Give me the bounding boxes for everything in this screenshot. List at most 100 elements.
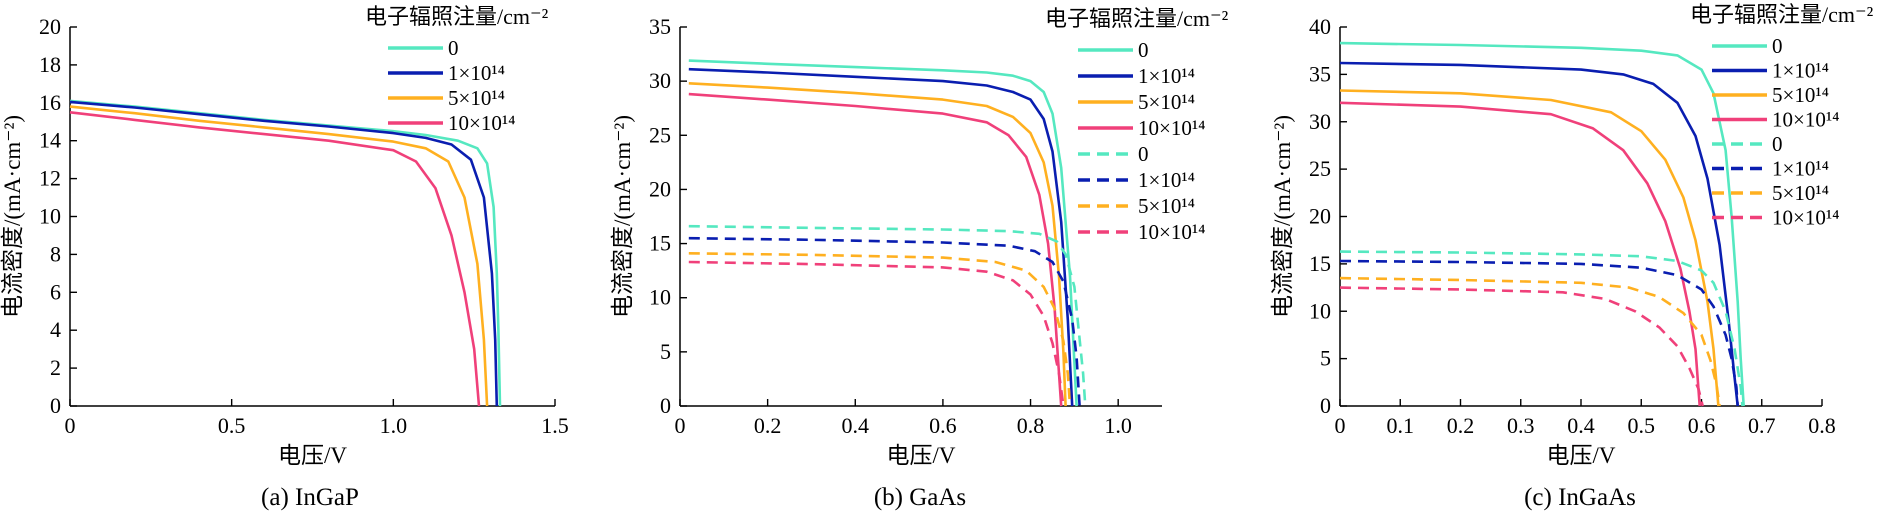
series-line-3 [1339, 101, 1701, 407]
legend-label: 1×10¹⁴ [1138, 168, 1195, 192]
y-tick-label: 30 [1309, 109, 1331, 134]
x-tick-label: 0.6 [929, 413, 957, 438]
x-tick-label: 0.2 [1447, 413, 1475, 438]
legend-label: 10×10¹⁴ [448, 111, 515, 135]
series-line-6 [1339, 276, 1721, 407]
x-tick-label: 0.2 [754, 413, 782, 438]
legend-label: 5×10¹⁴ [1138, 194, 1195, 218]
y-tick-label: 0 [660, 393, 671, 418]
x-tick-label: 0.8 [1017, 413, 1045, 438]
x-tick-label: 0.7 [1748, 413, 1776, 438]
y-axis-label: 电流密度/(mA·cm⁻²) [1270, 115, 1295, 318]
y-tick-label: 5 [1320, 346, 1331, 371]
x-tick-label: 1.5 [541, 413, 569, 438]
y-tick-label: 12 [39, 166, 61, 191]
series-line-3 [69, 111, 481, 407]
y-tick-label: 35 [649, 14, 671, 39]
series-line-5 [688, 236, 1081, 407]
legend-label: 10×10¹⁴ [1138, 220, 1205, 244]
y-tick-label: 8 [50, 241, 61, 266]
y-axis-label: 电流密度/(mA·cm⁻²) [0, 115, 25, 318]
x-tick-label: 0.1 [1387, 413, 1415, 438]
legend-label: 0 [448, 36, 459, 60]
y-tick-label: 5 [660, 339, 671, 364]
legend-label: 10×10¹⁴ [1772, 108, 1839, 132]
x-tick-label: 0.6 [1688, 413, 1716, 438]
chart-caption: (b) GaAs [874, 484, 966, 511]
legend-title: 电子辐照注量/cm⁻² [1690, 2, 1874, 27]
chart-panel-1: 0 0.2 0.4 0.6 0.8 1.0 0 5 10 15 20 25 30 35 电压/V 电流密度/(… [610, 6, 1229, 511]
series-line-1 [688, 67, 1074, 407]
y-tick-label: 6 [50, 279, 61, 304]
x-axis-label: 电压/V [887, 443, 956, 468]
legend-label: 0 [1138, 142, 1149, 166]
y-tick-label: 30 [649, 68, 671, 93]
series-line-2 [688, 82, 1067, 407]
series-line-1 [1339, 61, 1739, 407]
legend-title: 电子辐照注量/cm⁻² [1045, 6, 1229, 31]
chart-caption: (a) InGaP [261, 484, 359, 511]
series-line-4 [1339, 250, 1744, 407]
y-tick-label: 20 [649, 176, 671, 201]
x-tick-label: 0.4 [842, 413, 870, 438]
legend-label: 0 [1772, 132, 1783, 156]
legend: 电子辐照注量/cm⁻²01×10¹⁴5×10¹⁴10×10¹⁴01×10¹⁴5×… [1045, 6, 1229, 244]
y-tick-label: 0 [50, 393, 61, 418]
y-tick-label: 16 [39, 90, 61, 115]
y-tick-label: 15 [649, 231, 671, 256]
series-line-5 [1339, 259, 1739, 407]
x-tick-label: 1.0 [380, 413, 408, 438]
legend-label: 1×10¹⁴ [1772, 157, 1829, 181]
x-tick-label: 0.3 [1507, 413, 1535, 438]
y-tick-label: 14 [39, 128, 61, 153]
series-line-7 [688, 260, 1065, 407]
legend-label: 1×10¹⁴ [448, 61, 505, 85]
legend-label: 5×10¹⁴ [1138, 90, 1195, 114]
y-tick-label: 0 [1320, 393, 1331, 418]
chart-panel-2: 0 0.1 0.2 0.3 0.4 0.5 0.6 0.7 0.8 0 5 10 15 20 25 30 35 4… [1270, 2, 1874, 511]
y-tick-label: 40 [1309, 14, 1331, 39]
series-line-3 [688, 92, 1063, 407]
series-line-1 [69, 100, 499, 407]
chart-panel-0: 0 0.5 1.0 1.5 0 2 4 6 8 10 12 14 16 18 20 电压/V 电流密度/(mA·… [0, 4, 569, 511]
x-axis-label: 电压/V [278, 443, 347, 468]
y-tick-label: 10 [1309, 298, 1331, 323]
legend-label: 1×10¹⁴ [1772, 59, 1829, 83]
y-tick-label: 20 [39, 14, 61, 39]
y-tick-label: 2 [50, 355, 61, 380]
x-tick-label: 0.5 [1628, 413, 1656, 438]
y-tick-label: 10 [39, 204, 61, 229]
x-tick-label: 0 [65, 413, 76, 438]
legend-label: 10×10¹⁴ [1772, 206, 1839, 230]
y-tick-label: 25 [649, 122, 671, 147]
x-axis-label: 电压/V [1547, 443, 1616, 468]
series-line-0 [688, 59, 1078, 407]
x-tick-label: 0 [675, 413, 686, 438]
legend-label: 5×10¹⁴ [448, 86, 505, 110]
series-line-2 [1339, 89, 1720, 407]
x-tick-label: 0 [1335, 413, 1346, 438]
legend-label: 5×10¹⁴ [1772, 83, 1829, 107]
y-tick-label: 4 [50, 317, 61, 342]
legend-label: 5×10¹⁴ [1772, 181, 1829, 205]
x-tick-label: 0.4 [1567, 413, 1595, 438]
legend-label: 0 [1772, 34, 1783, 58]
y-tick-label: 10 [649, 285, 671, 310]
y-tick-label: 18 [39, 52, 61, 77]
legend-title: 电子辐照注量/cm⁻² [365, 4, 549, 29]
chart-caption: (c) InGaAs [1524, 484, 1636, 511]
x-tick-label: 0.5 [218, 413, 246, 438]
legend: 电子辐照注量/cm⁻²01×10¹⁴5×10¹⁴10×10¹⁴01×10¹⁴5×… [1690, 2, 1874, 230]
series-line-2 [69, 105, 489, 407]
series-line-4 [688, 224, 1087, 407]
y-axis-label: 电流密度/(mA·cm⁻²) [610, 115, 635, 318]
y-tick-label: 25 [1309, 156, 1331, 181]
y-tick-label: 20 [1309, 204, 1331, 229]
y-tick-label: 35 [1309, 61, 1331, 86]
legend-label: 1×10¹⁴ [1138, 64, 1195, 88]
series-line-0 [69, 99, 502, 407]
x-tick-label: 1.0 [1104, 413, 1132, 438]
y-tick-label: 15 [1309, 251, 1331, 276]
